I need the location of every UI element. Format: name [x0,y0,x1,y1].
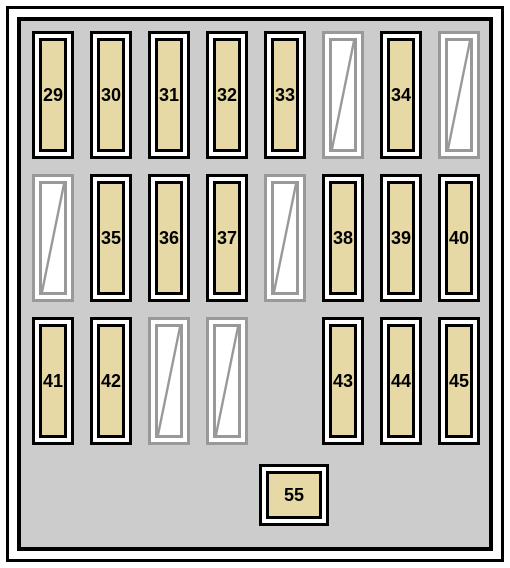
fuse-slot-blank-r1-c0 [32,174,74,302]
fuse-slot-36-label: 36 [159,228,179,249]
fuse-slot-blank-r0-c5 [322,31,364,159]
fuse-slot-55: 55 [259,464,329,526]
fuse-slot-41-label: 41 [43,371,63,392]
fuse-slot-39-label: 39 [391,228,411,249]
fuse-slot-45-label: 45 [449,371,469,392]
fuse-slot-30-inner: 30 [97,38,125,152]
fuse-slot-41: 41 [32,317,74,445]
fuse-slot-30-label: 30 [101,85,121,106]
fuse-slot-blank-r0-c7 [438,31,480,159]
fuse-slot-44-inner: 44 [387,324,415,438]
fuse-slot-44: 44 [380,317,422,445]
fuse-slot-42-label: 42 [101,371,121,392]
fuse-slot-39: 39 [380,174,422,302]
fuse-slot-blank-r1-c4 [264,174,306,302]
fuse-slot-40: 40 [438,174,480,302]
fuse-slot-31: 31 [148,31,190,159]
fuse-slot-33-label: 33 [275,85,295,106]
fuse-slot-blank-r2-c2 [148,317,190,445]
fuse-slot-32-label: 32 [217,85,237,106]
fuse-slot-38: 38 [322,174,364,302]
fuse-slot-55-inner: 55 [266,471,322,519]
fuse-slot-34-label: 34 [391,85,411,106]
fuse-slot-55-label: 55 [284,485,304,506]
fuse-slot-35: 35 [90,174,132,302]
fuse-slot-36-inner: 36 [155,181,183,295]
fuse-slot-43-label: 43 [333,371,353,392]
fuse-slot-blank-r2-c3 [206,317,248,445]
fuse-slot-30: 30 [90,31,132,159]
fuse-slot-29-label: 29 [43,85,63,106]
fuse-slot-33-inner: 33 [271,38,299,152]
fuse-slot-29-inner: 29 [39,38,67,152]
fuse-slot-37-label: 37 [217,228,237,249]
fuse-box-diagram: 29 30 31 32 33 34 35 36 37 38 39 40 41 42 43 44 45 55 [0,0,510,568]
fuse-slot-45: 45 [438,317,480,445]
fuse-slot-43: 43 [322,317,364,445]
fuse-slot-40-label: 40 [449,228,469,249]
fuse-slot-45-inner: 45 [445,324,473,438]
fuse-slot-blank-r1-c4-inner [271,181,299,295]
fuse-slot-42-inner: 42 [97,324,125,438]
fuse-slot-38-label: 38 [333,228,353,249]
fuse-slot-32: 32 [206,31,248,159]
fuse-slot-41-inner: 41 [39,324,67,438]
fuse-slot-blank-r0-c5-inner [329,38,357,152]
fuse-slot-34-inner: 34 [387,38,415,152]
fuse-slot-blank-r2-c2-inner [155,324,183,438]
fuse-slot-44-label: 44 [391,371,411,392]
fuse-slot-29: 29 [32,31,74,159]
fuse-slot-43-inner: 43 [329,324,357,438]
fuse-slot-40-inner: 40 [445,181,473,295]
fuse-slot-blank-r0-c7-inner [445,38,473,152]
fuse-slot-33: 33 [264,31,306,159]
fuse-slot-39-inner: 39 [387,181,415,295]
fuse-slot-42: 42 [90,317,132,445]
fuse-slot-blank-r2-c3-inner [213,324,241,438]
fuse-slot-blank-r1-c0-inner [39,181,67,295]
fuse-slot-37: 37 [206,174,248,302]
fuse-slot-31-inner: 31 [155,38,183,152]
fuse-slot-32-inner: 32 [213,38,241,152]
fuse-slot-38-inner: 38 [329,181,357,295]
fuse-slot-37-inner: 37 [213,181,241,295]
fuse-slot-35-inner: 35 [97,181,125,295]
fuse-slot-34: 34 [380,31,422,159]
fuse-slot-31-label: 31 [159,85,179,106]
fuse-slot-35-label: 35 [101,228,121,249]
fuse-slot-36: 36 [148,174,190,302]
